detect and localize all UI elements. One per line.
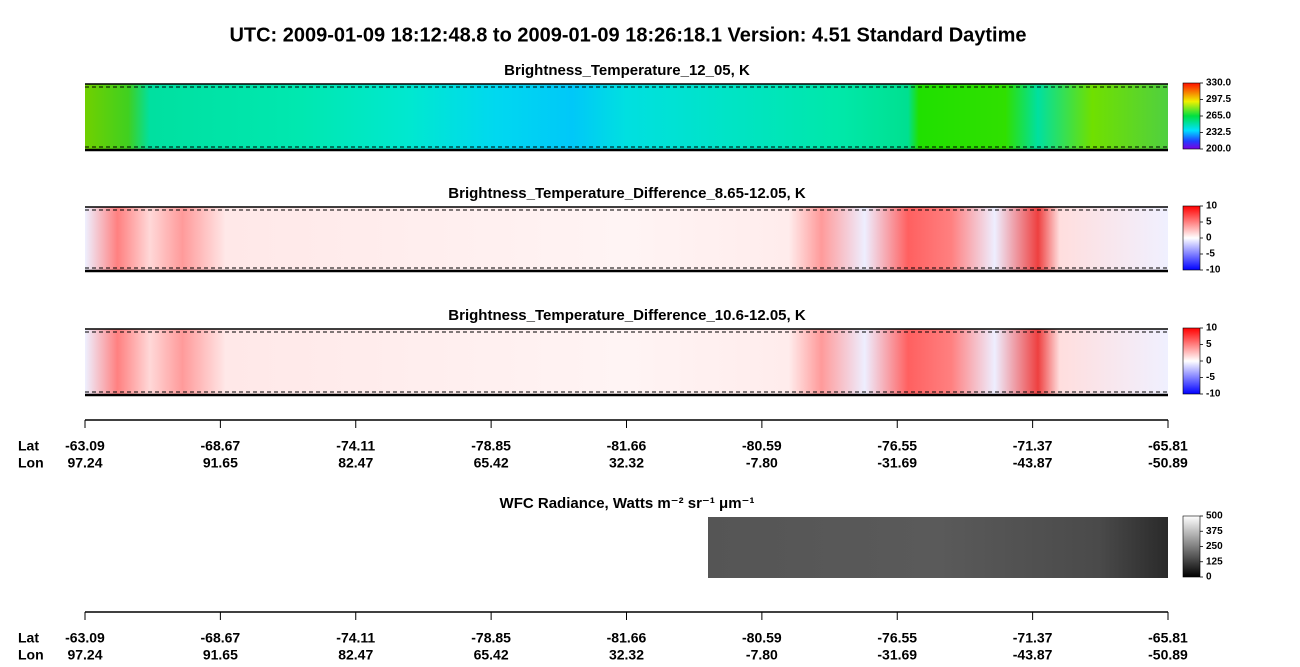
image <box>85 84 1168 150</box>
lon-tick-label: 32.32 <box>609 647 644 663</box>
lon-tick-label: 32.32 <box>609 455 644 471</box>
lat-tick-label: -78.85 <box>471 438 511 454</box>
image <box>708 517 1168 578</box>
figure-title: UTC: 2009-01-09 18:12:48.8 to 2009-01-09… <box>229 24 1026 46</box>
lon-tick-label: 82.47 <box>338 455 373 471</box>
colorbar-tick-label: 232.5 <box>1206 127 1231 138</box>
panel-title: Brightness_Temperature_Difference_10.6-1… <box>448 307 806 324</box>
lat-tick-label: -80.59 <box>742 438 782 454</box>
lat-tick-label: -74.11 <box>336 438 375 454</box>
colorbar-tick-label: 500 <box>1206 511 1223 522</box>
lat-tick-label: -74.11 <box>336 630 375 646</box>
colorbar-tick-label: 200.0 <box>1206 144 1231 155</box>
lon-label: Lon <box>18 455 44 471</box>
lat-tick-label: -68.67 <box>201 438 241 454</box>
colorbar-tick-label: 5 <box>1206 339 1212 350</box>
colorbar-tick-label: -10 <box>1206 389 1221 400</box>
lat-tick-label: -65.81 <box>1148 438 1188 454</box>
colorbar-tick-label: 5 <box>1206 217 1212 228</box>
colorbar-tick-label: 0 <box>1206 572 1212 583</box>
colorbar-tick-label: 330.0 <box>1206 78 1231 89</box>
lon-tick-label: 97.24 <box>67 455 102 471</box>
lon-tick-label: -43.87 <box>1013 455 1053 471</box>
lat-tick-label: -81.66 <box>607 630 647 646</box>
colorbar-tick-label: 10 <box>1206 201 1218 212</box>
lon-tick-label: -50.89 <box>1148 647 1188 663</box>
lon-tick-label: -43.87 <box>1013 647 1053 663</box>
lon-tick-label: 91.65 <box>203 647 238 663</box>
colorbar-tick-label: -5 <box>1206 249 1215 260</box>
lon-tick-label: 65.42 <box>474 455 509 471</box>
lat-tick-label: -76.55 <box>877 630 917 646</box>
lon-tick-label: -31.69 <box>877 647 917 663</box>
image <box>85 207 1168 271</box>
panel-title: Brightness_Temperature_Difference_8.65-1… <box>448 185 806 202</box>
panel-title: Brightness_Temperature_12_05, K <box>504 62 750 79</box>
lon-tick-label: 97.24 <box>67 647 102 663</box>
colorbar-tick-label: 125 <box>1206 556 1223 567</box>
lat-tick-label: -71.37 <box>1013 438 1053 454</box>
lon-label: Lon <box>18 647 44 663</box>
image <box>85 329 1168 395</box>
panel-title: WFC Radiance, Watts m⁻² sr⁻¹ μm⁻¹ <box>500 495 755 512</box>
lat-tick-label: -81.66 <box>607 438 647 454</box>
colorbar-tick-label: 10 <box>1206 323 1218 334</box>
colorbar-tick-label: 0 <box>1206 356 1212 367</box>
lat-tick-label: -65.81 <box>1148 630 1188 646</box>
lon-tick-label: 65.42 <box>474 647 509 663</box>
lat-tick-label: -80.59 <box>742 630 782 646</box>
lon-tick-label: -50.89 <box>1148 455 1188 471</box>
colorbar-tick-label: 297.5 <box>1206 94 1231 105</box>
colorbar <box>1182 82 1201 150</box>
colorbar-tick-label: 265.0 <box>1206 111 1231 122</box>
lat-tick-label: -76.55 <box>877 438 917 454</box>
lat-tick-label: -63.09 <box>65 630 105 646</box>
lon-tick-label: 82.47 <box>338 647 373 663</box>
lat-tick-label: -78.85 <box>471 630 511 646</box>
colorbar <box>1182 327 1201 395</box>
colorbar-tick-label: -5 <box>1206 372 1215 383</box>
colorbar-tick-label: 375 <box>1206 526 1223 537</box>
lon-tick-label: -7.80 <box>746 455 778 471</box>
lat-tick-label: -63.09 <box>65 438 105 454</box>
lat-tick-label: -68.67 <box>201 630 241 646</box>
colorbar-tick-label: -10 <box>1206 265 1221 276</box>
colorbar-tick-label: 250 <box>1206 541 1223 552</box>
lat-tick-label: -71.37 <box>1013 630 1053 646</box>
lon-tick-label: 91.65 <box>203 455 238 471</box>
lat-label: Lat <box>18 438 39 454</box>
lon-tick-label: -31.69 <box>877 455 917 471</box>
lon-tick-label: -7.80 <box>746 647 778 663</box>
lat-label: Lat <box>18 630 39 646</box>
colorbar <box>1182 205 1201 271</box>
colorbar <box>1182 515 1201 578</box>
colorbar-tick-label: 0 <box>1206 233 1212 244</box>
